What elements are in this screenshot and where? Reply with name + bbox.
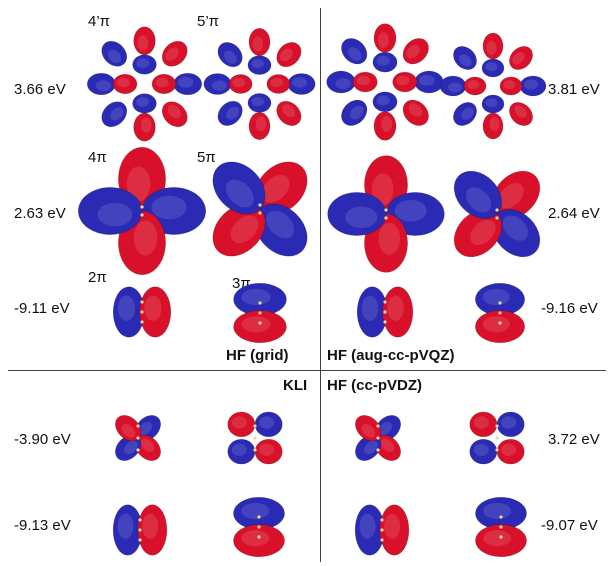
- orbital-hf-grid-3pi: [233, 282, 287, 344]
- orbital-hf-aug-4prime-pi: [326, 23, 444, 141]
- energy-kli-row1: -3.90 eV: [14, 431, 71, 448]
- orbital-label-2pi: 2π: [88, 269, 107, 286]
- vertical-divider: [320, 8, 321, 562]
- orbital-ccpvdz-row1-right: [469, 411, 525, 465]
- orbital-ccpvdz-row2-left: [354, 504, 410, 556]
- energy-hf-grid-row3: -9.11 eV: [14, 300, 70, 317]
- orbital-kli-row1-right: [227, 411, 283, 465]
- energy-ccpvdz-row2: -9.07 eV: [541, 517, 598, 534]
- horizontal-divider: [8, 370, 606, 371]
- orbital-hf-grid-5prime-pi: [203, 28, 316, 140]
- orbital-hf-grid-5pi: [212, 161, 308, 257]
- orbital-label-4prime-pi: 4’π: [88, 13, 111, 30]
- orbital-kli-row2-left: [112, 504, 168, 556]
- orbital-hf-aug-5pi: [453, 170, 541, 258]
- orbital-hf-grid-4prime-pi: [86, 26, 203, 142]
- orbital-hf-aug-3pi: [475, 282, 525, 344]
- orbital-ccpvdz-row1-left: [355, 415, 401, 461]
- method-label-hf-cc-pvdz: HF (cc-pVDZ): [327, 377, 422, 394]
- method-label-kli: KLI: [283, 377, 308, 394]
- orbital-label-5prime-pi: 5’π: [197, 13, 220, 30]
- energy-ccpvdz-row1: 3.72 eV: [548, 431, 600, 448]
- orbital-hf-grid-2pi: [112, 286, 172, 338]
- energy-hf-aug-row3: -9.16 eV: [541, 300, 598, 317]
- method-label-hf-grid: HF (grid): [226, 347, 289, 364]
- orbital-hf-aug-4pi: [327, 155, 445, 273]
- orbital-hf-grid-4pi: [77, 146, 207, 276]
- energy-hf-grid-row1: 3.66 eV: [14, 81, 66, 98]
- orbital-label-4pi: 4π: [88, 149, 107, 166]
- method-label-hf-aug-cc-pvqz: HF (aug-cc-pVQZ): [327, 347, 455, 364]
- orbital-hf-aug-2pi: [356, 286, 414, 338]
- orbital-kli-row2-right: [233, 496, 285, 558]
- orbital-label-5pi: 5π: [197, 149, 216, 166]
- energy-hf-aug-row1: 3.81 eV: [548, 81, 600, 98]
- energy-kli-row2: -9.13 eV: [14, 517, 71, 534]
- orbital-kli-row1-left: [115, 415, 161, 461]
- orbital-hf-aug-5prime-pi: [439, 32, 547, 140]
- energy-hf-grid-row2: 2.63 eV: [14, 205, 66, 222]
- orbital-ccpvdz-row2-right: [475, 496, 527, 558]
- energy-hf-aug-row2: 2.64 eV: [548, 205, 600, 222]
